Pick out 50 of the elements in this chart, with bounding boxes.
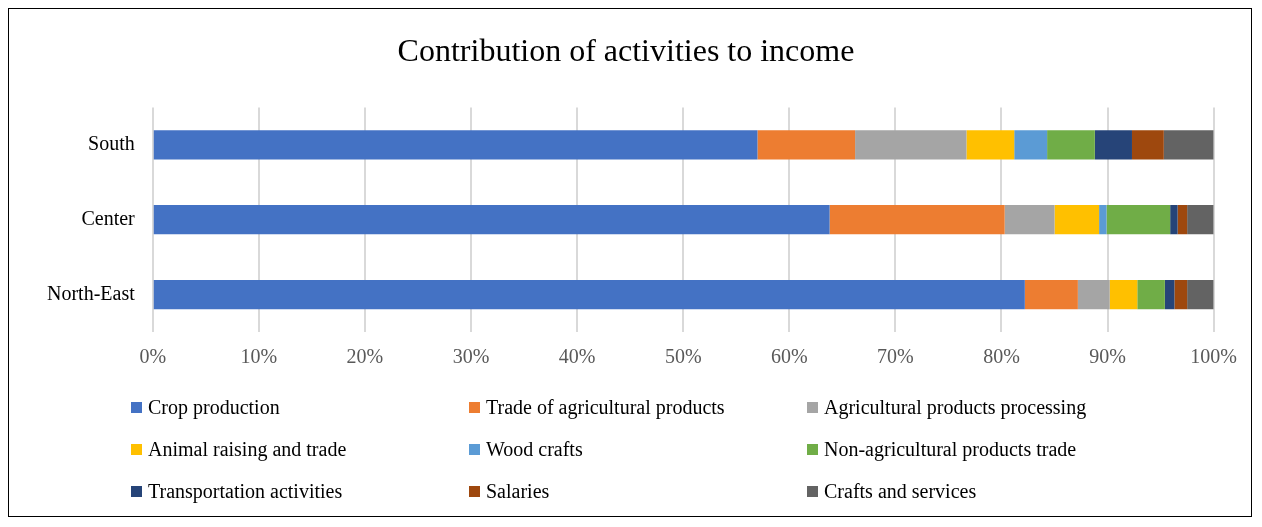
- bar: [966, 130, 1015, 160]
- bar: [1099, 205, 1107, 235]
- x-tick-label: 40%: [558, 345, 596, 368]
- legend-label: Agricultural products processing: [824, 395, 1087, 419]
- bar: [1187, 205, 1214, 235]
- bar: [1024, 279, 1078, 310]
- x-tick-label: 80%: [983, 345, 1020, 368]
- bar: [829, 205, 1005, 235]
- x-tick-label: 0%: [139, 345, 167, 368]
- bar: [153, 130, 758, 160]
- bar: [1094, 130, 1132, 160]
- legend-label: Salaries: [486, 479, 550, 503]
- bar: [1137, 279, 1165, 310]
- bar: [153, 279, 1025, 310]
- bar: [1047, 130, 1095, 160]
- y-tick-label: Center: [81, 206, 136, 229]
- bar: [1174, 279, 1188, 310]
- bar: [1187, 279, 1214, 310]
- x-tick-label: 70%: [877, 345, 914, 368]
- bar: [1109, 279, 1138, 310]
- legend-label: Wood crafts: [486, 437, 583, 461]
- legend-label: Crop production: [148, 395, 280, 419]
- bar: [757, 130, 856, 160]
- bar: [153, 205, 830, 235]
- legend-label: Animal raising and trade: [148, 437, 347, 461]
- bar: [1131, 130, 1164, 160]
- legend-label: Non-agricultural products trade: [824, 437, 1077, 461]
- bar: [1106, 205, 1171, 235]
- bar: [1077, 279, 1110, 310]
- x-tick-label: 20%: [346, 345, 384, 368]
- bar: [1170, 205, 1178, 235]
- x-tick-label: 50%: [664, 345, 702, 368]
- x-tick-label: 100%: [1190, 345, 1238, 368]
- bar: [1164, 279, 1175, 310]
- chart-title: Contribution of activities to income: [397, 31, 855, 68]
- bar: [1177, 205, 1188, 235]
- bar: [855, 130, 967, 160]
- legend-label: Transportation activities: [148, 479, 343, 503]
- bar: [1004, 205, 1055, 235]
- y-tick-label: South: [88, 132, 135, 155]
- bar: [1014, 130, 1048, 160]
- legend-label: Crafts and services: [824, 479, 977, 503]
- y-tick-label: North-East: [46, 281, 136, 304]
- bar: [1054, 205, 1100, 235]
- x-tick-label: 10%: [240, 345, 278, 368]
- x-tick-label: 60%: [770, 345, 808, 368]
- legend-label: Trade of agricultural products: [486, 395, 725, 419]
- x-tick-label: 90%: [1089, 345, 1126, 368]
- x-tick-label: 30%: [452, 345, 490, 368]
- bar: [1163, 130, 1214, 160]
